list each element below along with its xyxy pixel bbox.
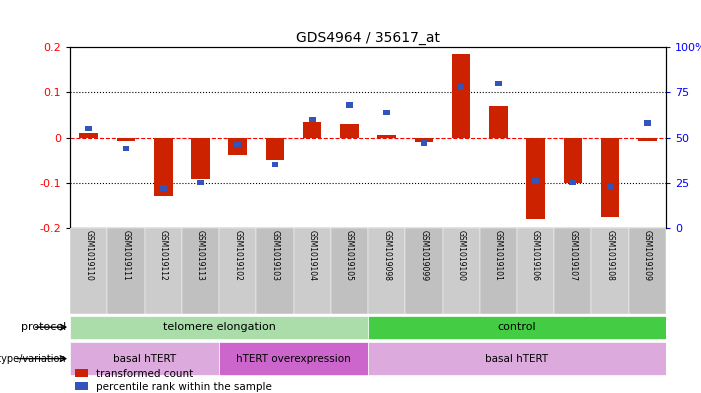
Bar xyxy=(309,117,315,122)
Bar xyxy=(495,81,502,86)
Bar xyxy=(638,138,657,141)
Bar xyxy=(346,102,353,108)
Bar xyxy=(377,135,396,138)
Text: GSM1019100: GSM1019100 xyxy=(456,230,465,281)
Bar xyxy=(421,140,427,146)
Text: GSM1019107: GSM1019107 xyxy=(569,230,578,281)
Bar xyxy=(271,162,278,167)
Bar xyxy=(458,84,465,90)
Bar xyxy=(517,228,554,314)
Text: GSM1019111: GSM1019111 xyxy=(121,230,130,281)
Text: GSM1019113: GSM1019113 xyxy=(196,230,205,281)
Text: GSM1019099: GSM1019099 xyxy=(419,230,428,281)
Bar xyxy=(123,146,129,151)
Text: basal hTERT: basal hTERT xyxy=(485,354,549,364)
Text: GSM1019105: GSM1019105 xyxy=(345,230,354,281)
Text: GSM1019112: GSM1019112 xyxy=(158,230,168,281)
Text: GSM1019098: GSM1019098 xyxy=(382,230,391,281)
Bar xyxy=(414,138,433,142)
Bar xyxy=(368,316,666,339)
Bar xyxy=(70,342,219,375)
Bar xyxy=(70,228,107,314)
Bar xyxy=(331,228,368,314)
Text: control: control xyxy=(498,322,536,332)
Bar xyxy=(564,138,582,183)
Bar xyxy=(219,228,257,314)
Text: GSM1019104: GSM1019104 xyxy=(308,230,317,281)
Bar xyxy=(144,228,182,314)
Bar xyxy=(592,228,629,314)
Text: GSM1019109: GSM1019109 xyxy=(643,230,652,281)
Bar xyxy=(229,138,247,155)
Legend: transformed count, percentile rank within the sample: transformed count, percentile rank withi… xyxy=(75,369,272,392)
Bar xyxy=(154,138,172,196)
Bar xyxy=(340,124,359,138)
Bar xyxy=(294,228,331,314)
Bar xyxy=(383,110,390,115)
Bar xyxy=(234,142,241,147)
Bar xyxy=(526,138,545,219)
Text: genotype/variation: genotype/variation xyxy=(0,354,67,364)
Bar xyxy=(442,228,479,314)
Bar xyxy=(368,228,405,314)
Bar xyxy=(79,133,98,138)
Text: GSM1019110: GSM1019110 xyxy=(84,230,93,281)
Bar xyxy=(303,122,322,138)
Bar xyxy=(489,106,508,138)
Text: GSM1019102: GSM1019102 xyxy=(233,230,242,281)
Text: GSM1019103: GSM1019103 xyxy=(271,230,280,281)
Text: hTERT overexpression: hTERT overexpression xyxy=(236,354,351,364)
Bar xyxy=(191,138,210,179)
Bar xyxy=(601,138,620,217)
Bar xyxy=(266,138,284,160)
Bar xyxy=(644,120,651,126)
Text: GSM1019101: GSM1019101 xyxy=(494,230,503,281)
Text: basal hTERT: basal hTERT xyxy=(113,354,176,364)
Bar xyxy=(116,138,135,141)
Bar xyxy=(607,184,613,189)
Bar xyxy=(368,342,666,375)
Bar xyxy=(554,228,592,314)
Bar xyxy=(182,228,219,314)
Text: GSM1019106: GSM1019106 xyxy=(531,230,540,281)
Bar xyxy=(86,126,92,131)
Bar xyxy=(479,228,517,314)
Text: protocol: protocol xyxy=(21,322,67,332)
Bar xyxy=(405,228,442,314)
Bar xyxy=(70,316,368,339)
Bar xyxy=(452,54,470,138)
Bar xyxy=(107,228,144,314)
Bar xyxy=(569,180,576,185)
Bar xyxy=(629,228,666,314)
Bar xyxy=(257,228,294,314)
Bar xyxy=(532,178,539,184)
Bar xyxy=(160,185,167,191)
Text: GSM1019108: GSM1019108 xyxy=(606,230,615,281)
Text: telomere elongation: telomere elongation xyxy=(163,322,275,332)
Title: GDS4964 / 35617_at: GDS4964 / 35617_at xyxy=(296,31,440,45)
Bar xyxy=(219,342,368,375)
Bar xyxy=(197,180,204,185)
